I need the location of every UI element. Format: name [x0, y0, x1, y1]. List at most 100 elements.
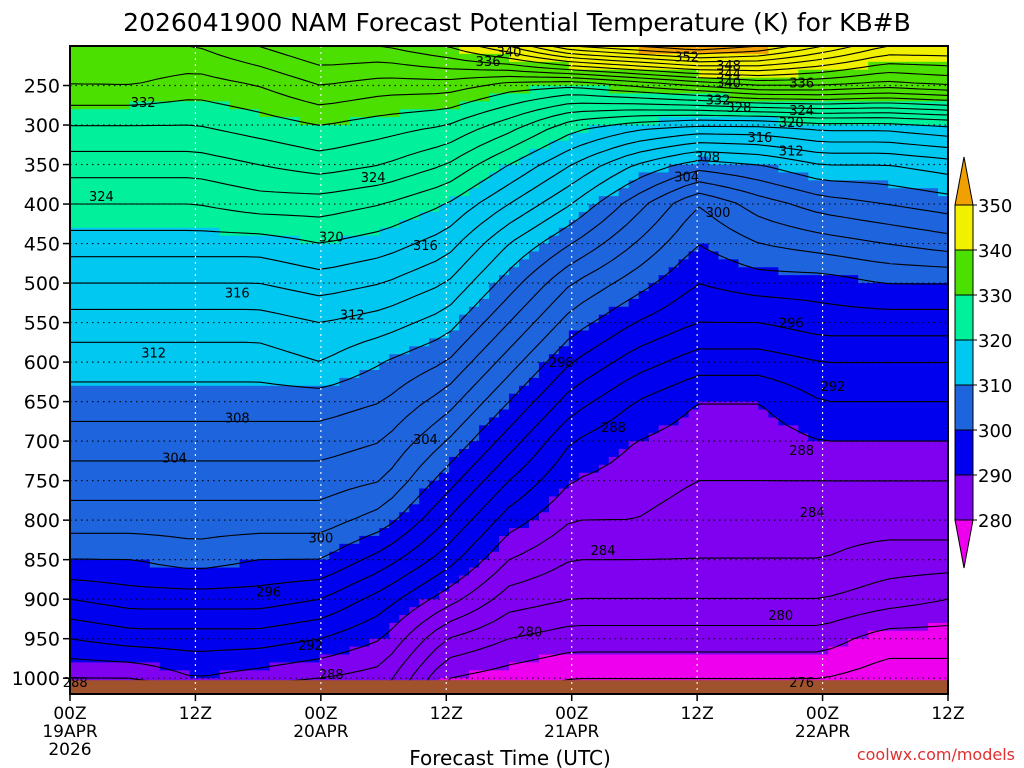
field-cell [578, 456, 590, 466]
field-cell [618, 132, 630, 142]
field-cell [429, 290, 440, 300]
field-cell [179, 196, 191, 205]
field-cell [89, 109, 101, 118]
field-cell [259, 599, 271, 608]
field-cell [409, 211, 420, 221]
field-cell [239, 219, 251, 229]
field-cell [638, 543, 650, 553]
field-cell [109, 662, 121, 671]
field-cell [548, 196, 560, 205]
field-cell [70, 583, 81, 592]
field-cell [628, 132, 640, 142]
field-cell [329, 654, 340, 663]
field-cell [558, 283, 570, 292]
field-cell [598, 607, 610, 616]
field-cell [548, 488, 560, 498]
field-cell [658, 211, 670, 221]
field-cell [329, 591, 340, 600]
field-cell [209, 109, 221, 118]
field-cell [319, 464, 331, 474]
field-cell [169, 61, 181, 71]
field-cell [89, 180, 101, 189]
field-cell [359, 370, 370, 379]
field-cell [509, 567, 520, 577]
field-cell [588, 251, 600, 260]
field-cell [369, 370, 380, 379]
field-cell [658, 101, 670, 110]
field-cell [129, 409, 141, 419]
field-cell [379, 567, 390, 577]
field-cell [558, 456, 570, 466]
field-cell [309, 204, 321, 213]
field-cell [169, 575, 181, 584]
field-cell [389, 61, 400, 71]
field-cell [239, 464, 251, 474]
field-cell [309, 464, 321, 474]
field-cell [349, 211, 360, 221]
field-cell [149, 188, 161, 197]
field-cell [199, 504, 211, 513]
field-cell [269, 607, 281, 616]
field-cell [499, 132, 510, 142]
field-cell [399, 354, 410, 363]
field-cell [548, 211, 560, 221]
field-cell [399, 290, 410, 300]
field-cell [359, 275, 370, 284]
field-cell [309, 409, 321, 419]
field-cell [668, 480, 680, 490]
field-cell [638, 409, 650, 419]
field-cell [109, 53, 121, 63]
field-cell [259, 638, 271, 648]
field-cell [668, 583, 680, 592]
field-cell [369, 480, 380, 490]
field-cell [259, 85, 271, 95]
field-cell [259, 393, 271, 403]
field-cell [209, 164, 221, 174]
field-cell [359, 227, 370, 237]
field-cell [329, 46, 340, 55]
field-cell [628, 591, 640, 600]
field-cell [469, 338, 480, 347]
field-cell [129, 346, 141, 355]
field-cell [439, 591, 450, 600]
field-cell [499, 211, 510, 221]
field-cell [339, 567, 350, 577]
field-cell [509, 449, 520, 458]
field-cell [588, 180, 600, 189]
field-cell [568, 614, 580, 624]
field-cell [79, 646, 91, 656]
field-cell [558, 425, 570, 434]
field-cell [269, 583, 281, 592]
field-cell [379, 662, 390, 671]
field-cell [628, 219, 640, 229]
field-cell [339, 488, 350, 498]
field-cell [379, 156, 390, 166]
field-cell [618, 125, 630, 134]
field-cell [409, 275, 420, 284]
field-cell [139, 109, 151, 118]
field-cell [269, 338, 281, 347]
field-cell [528, 53, 540, 63]
field-cell [159, 61, 171, 71]
field-cell [409, 251, 420, 260]
field-cell [319, 140, 331, 150]
field-cell [339, 385, 350, 395]
field-cell [239, 385, 251, 395]
field-cell [219, 306, 231, 316]
field-cell [489, 583, 500, 592]
field-cell [199, 354, 211, 363]
field-cell [219, 393, 231, 403]
field-cell [89, 528, 101, 537]
field-cell [588, 449, 600, 458]
field-cell [489, 125, 500, 134]
field-cell [558, 377, 570, 387]
field-cell [658, 204, 670, 213]
field-cell [209, 449, 221, 458]
field-cell [329, 259, 340, 268]
field-cell [558, 401, 570, 411]
field-cell [389, 551, 400, 561]
field-cell [658, 275, 670, 284]
field-cell [89, 46, 101, 55]
field-cell [189, 464, 201, 474]
field-cell [319, 235, 331, 245]
